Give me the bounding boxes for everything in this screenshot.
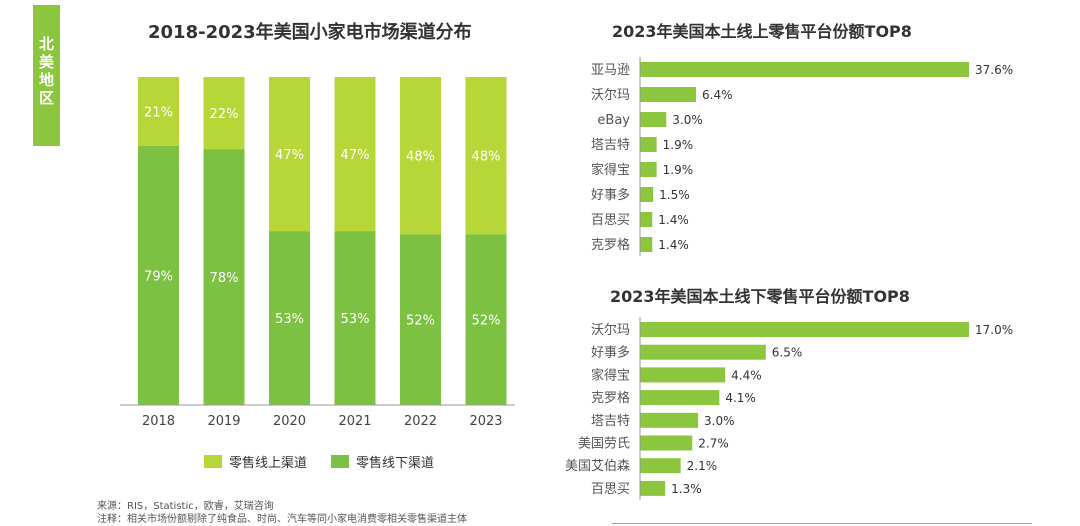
offline-value-label-3: 4.1% [725, 391, 756, 405]
legend-label-offline: 零售线下渠道 [356, 455, 434, 471]
region-tab-label: 北美地区 [38, 35, 54, 107]
bar-offline-2020 [269, 231, 310, 405]
offline-value-label-5: 2.7% [698, 437, 729, 451]
data-label-offline-2020: 53% [275, 312, 304, 327]
offline-value-label-4: 3.0% [704, 414, 735, 428]
offline-bar-3 [640, 390, 720, 406]
data-label-online-2020: 47% [275, 148, 304, 163]
data-label-offline-2019: 78% [210, 271, 239, 286]
offline-value-label-7: 1.3% [671, 482, 702, 496]
online-value-label-6: 1.4% [658, 213, 689, 227]
online-bar-0 [640, 62, 969, 77]
region-tab: 北美地区 [33, 5, 60, 146]
x-tick-2018: 2018 [142, 414, 175, 429]
online-value-label-2: 3.0% [672, 113, 703, 127]
bar-offline-2018 [138, 145, 179, 405]
offline-category-label-3: 克罗格 [591, 390, 630, 406]
online-category-label-5: 好事多 [591, 187, 630, 203]
bar-online-2023 [465, 77, 507, 235]
offline-category-label-6: 美国艾伯森 [565, 459, 630, 474]
bar-offline-2021 [334, 231, 376, 405]
footnote: 注释：相关市场份额剔除了纯食品、时尚、汽车等同小家电消费零相关零售渠道主体 [97, 514, 467, 525]
bar-offline-2019 [203, 149, 245, 405]
online-category-label-4: 家得宝 [591, 162, 630, 178]
data-label-online-2021: 47% [341, 148, 370, 163]
offline-value-label-6: 2.1% [687, 459, 718, 473]
data-label-online-2023: 48% [472, 150, 501, 165]
legend-swatch-offline [331, 455, 349, 468]
x-tick-2019: 2019 [207, 414, 240, 429]
offline-value-label-0: 17.0% [975, 323, 1013, 337]
offline-category-label-7: 百思买 [591, 482, 630, 497]
bar-offline-2023 [465, 234, 507, 405]
online-bar-5 [640, 187, 654, 202]
offline-chart-title: 2023年美国本土线下零售平台份额TOP8 [610, 287, 910, 306]
online-bar-7 [640, 237, 653, 252]
offline-category-label-1: 好事多 [591, 345, 630, 361]
online-value-label-3: 1.9% [663, 138, 694, 152]
offline-bar-6 [640, 458, 681, 474]
online-value-label-0: 37.6% [975, 63, 1013, 77]
bar-online-2022 [400, 77, 441, 235]
data-label-offline-2022: 52% [406, 314, 435, 329]
online-value-label-5: 1.5% [659, 188, 690, 202]
source-note: 来源：RIS，Statistic，欧睿，艾瑞咨询 [97, 501, 274, 512]
offline-category-label-5: 美国劳氏 [578, 436, 630, 452]
online-bar-2 [640, 112, 667, 127]
bottom-divider [612, 523, 1032, 524]
online-category-label-0: 亚马逊 [591, 63, 630, 78]
offline-value-label-2: 4.4% [731, 368, 762, 382]
x-tick-2020: 2020 [273, 414, 306, 429]
offline-bar-5 [640, 435, 693, 451]
stacked-chart-title: 2018-2023年美国小家电市场渠道分布 [148, 22, 472, 43]
offline-bar-2 [640, 367, 726, 383]
offline-bar-0 [640, 322, 969, 337]
online-bar-4 [640, 162, 657, 177]
online-category-label-2: eBay [597, 113, 630, 128]
online-category-label-1: 沃尔玛 [591, 88, 630, 103]
offline-category-label-2: 家得宝 [591, 367, 630, 383]
data-label-offline-2018: 79% [144, 269, 173, 284]
offline-category-label-4: 塔吉特 [591, 414, 630, 429]
bar-online-2018 [138, 77, 179, 146]
online-category-label-7: 克罗格 [591, 237, 630, 253]
online-bar-3 [640, 137, 657, 152]
online-value-label-4: 1.9% [663, 163, 694, 177]
x-tick-2023: 2023 [469, 414, 502, 429]
bar-offline-2022 [400, 234, 441, 405]
online-category-label-6: 百思买 [591, 213, 630, 228]
data-label-online-2018: 21% [144, 105, 173, 120]
offline-value-label-1: 6.5% [772, 346, 803, 360]
legend-label-online: 零售线上渠道 [229, 455, 307, 471]
bar-online-2021 [334, 77, 376, 232]
online-bar-6 [640, 212, 653, 227]
offline-bar-7 [640, 480, 666, 496]
offline-bar-4 [640, 412, 699, 428]
offline-category-label-0: 沃尔玛 [591, 323, 630, 338]
online-value-label-7: 1.4% [658, 238, 689, 252]
data-label-offline-2021: 53% [341, 312, 370, 327]
bar-online-2020 [269, 77, 310, 232]
online-category-label-3: 塔吉特 [591, 138, 630, 153]
online-chart-title: 2023年美国本土线上零售平台份额TOP8 [612, 22, 912, 41]
legend-swatch-online [204, 455, 222, 468]
online-value-label-1: 6.4% [702, 88, 733, 102]
x-tick-2022: 2022 [404, 414, 437, 429]
online-bar-1 [640, 87, 696, 102]
data-label-online-2019: 22% [210, 107, 239, 122]
x-tick-2021: 2021 [338, 414, 371, 429]
offline-bar-1 [640, 344, 766, 360]
data-label-offline-2023: 52% [472, 314, 501, 329]
bar-online-2019 [203, 77, 245, 150]
data-label-online-2022: 48% [406, 150, 435, 165]
